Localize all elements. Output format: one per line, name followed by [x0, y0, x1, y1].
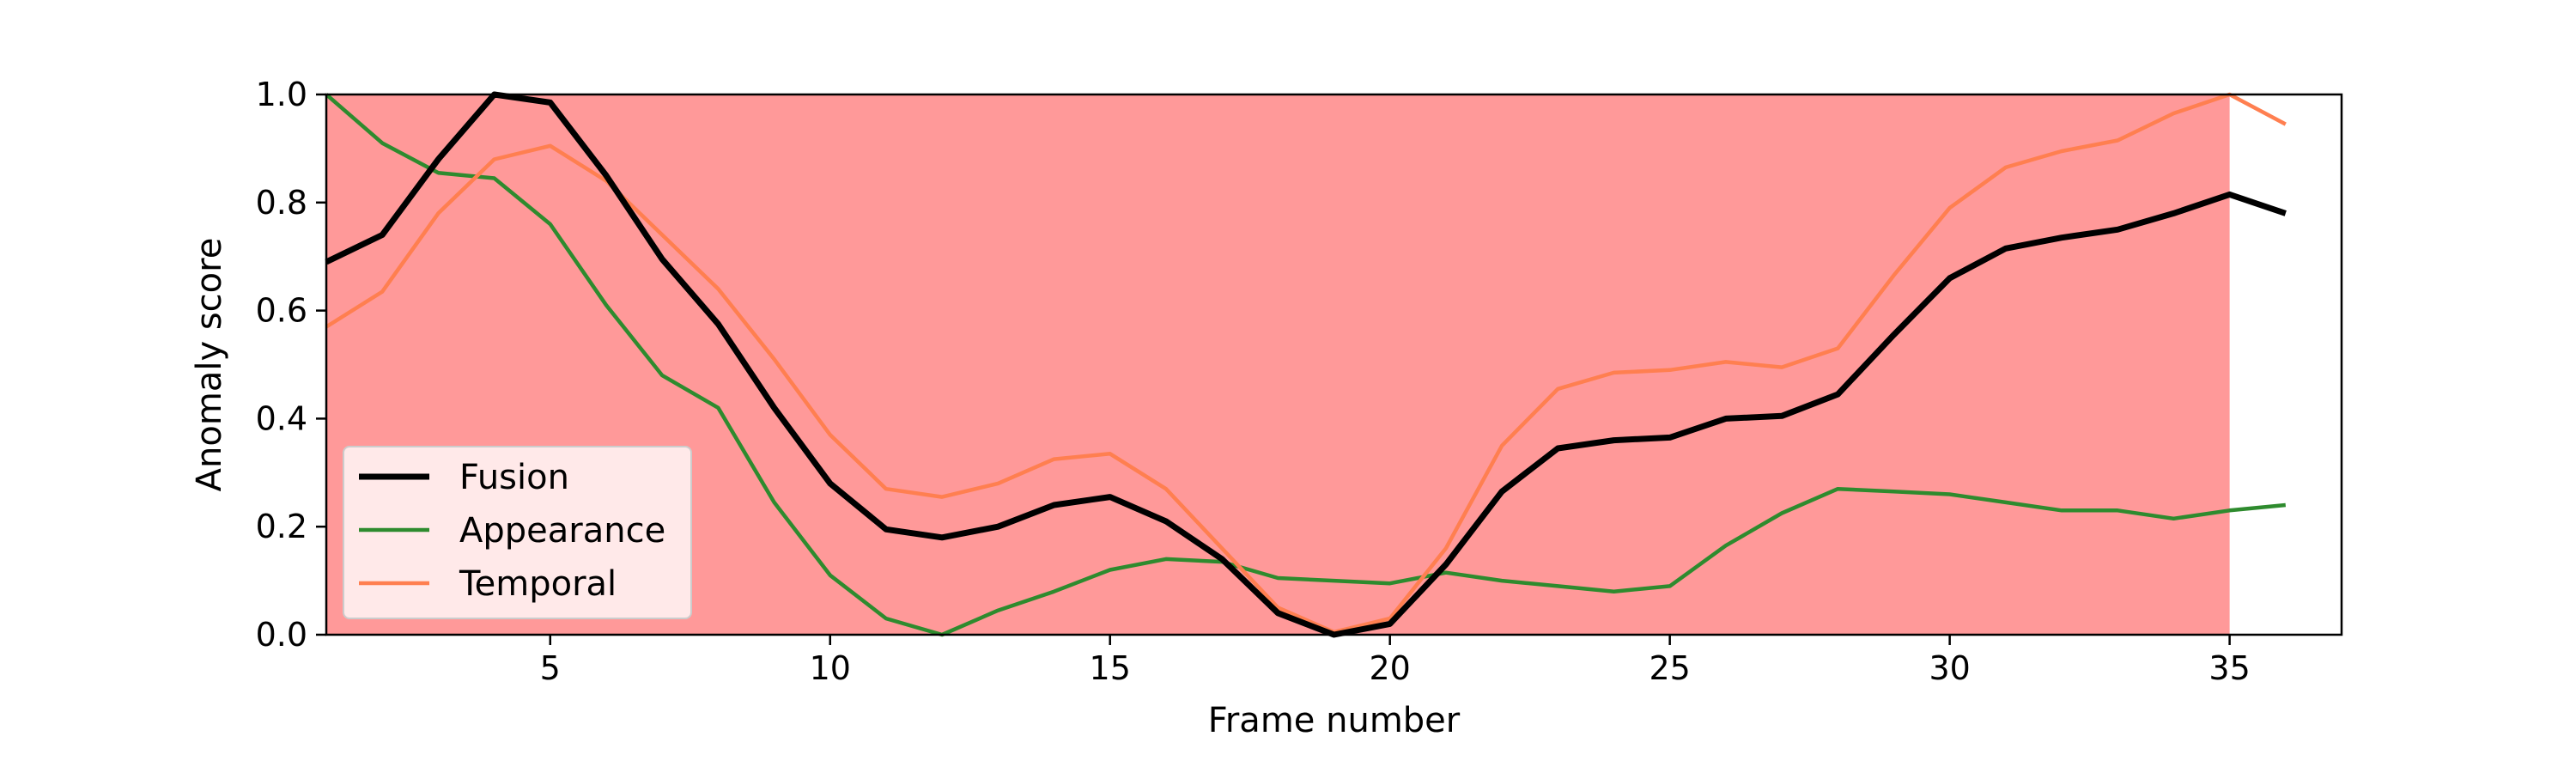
- x-tick-label: 10: [810, 649, 851, 687]
- x-axis-title: Frame number: [1208, 701, 1461, 740]
- x-tick-label: 5: [540, 649, 561, 687]
- y-axis: 0.0 0.2 0.4 0.6 0.8 1.0: [256, 76, 326, 654]
- y-tick-label: 0.6: [256, 292, 307, 330]
- legend-label-fusion: Fusion: [459, 458, 569, 497]
- x-tick-label: 25: [1649, 649, 1690, 687]
- y-axis-title: Anomaly score: [190, 238, 229, 492]
- x-tick-label: 20: [1370, 649, 1411, 687]
- legend-box: [343, 446, 692, 619]
- y-tick-label: 1.0: [256, 76, 307, 113]
- x-tick-label: 30: [1929, 649, 1970, 687]
- legend-label-appearance: Appearance: [459, 511, 665, 551]
- x-tick-label: 35: [2208, 649, 2250, 687]
- legend-label-temporal: Temporal: [459, 564, 617, 604]
- x-tick-label: 15: [1090, 649, 1131, 687]
- x-axis: 5 10 15 20 25 30 35: [540, 635, 2251, 687]
- y-tick-label: 0.0: [256, 616, 307, 654]
- series-line-temporal: [325, 92, 2287, 635]
- series-line-fusion: [325, 91, 2287, 638]
- y-tick-label: 0.2: [256, 508, 307, 545]
- series-line-appearance: [325, 93, 2287, 637]
- y-tick-label: 0.8: [256, 184, 307, 222]
- legend: Fusion Appearance Temporal: [343, 446, 692, 619]
- y-tick-label: 0.4: [256, 399, 307, 437]
- series-layer: [325, 91, 2287, 638]
- plot-frame: [325, 93, 2343, 636]
